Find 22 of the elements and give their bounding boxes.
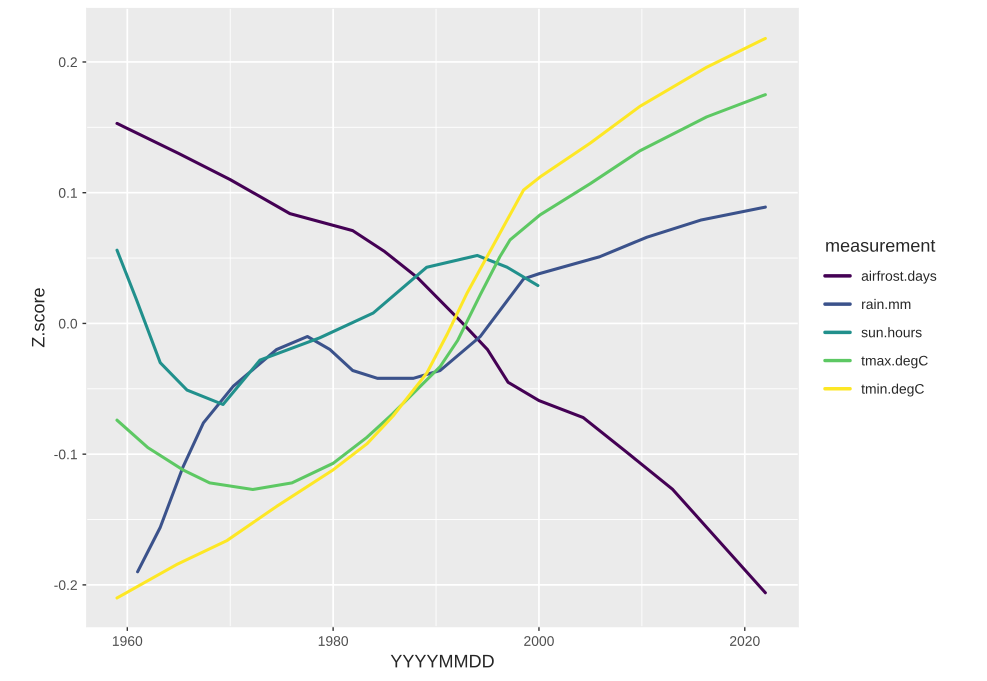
- legend-label: rain.mm: [862, 298, 910, 310]
- y-tick-label: 0.1: [58, 188, 77, 198]
- line-series: [136, 206, 767, 574]
- x-tick-label: 2000: [524, 636, 554, 646]
- line-series: [115, 93, 767, 491]
- legend-title: measurement: [826, 240, 936, 252]
- legend-label: sun.hours: [862, 327, 922, 338]
- legend-label: tmax.degC: [861, 355, 928, 368]
- y-tick-label: -0.2: [54, 580, 77, 590]
- y-tick-label: -0.1: [54, 449, 77, 460]
- line-series: [115, 36, 767, 600]
- line-series: [115, 122, 767, 594]
- line-series: [115, 248, 540, 406]
- y-tick-label: 0.0: [58, 318, 78, 329]
- x-axis-title: YYYYMMDD: [390, 654, 494, 668]
- y-tick-label: 0.2: [58, 57, 77, 68]
- x-tick-label: 1960: [112, 636, 142, 646]
- x-tick-label: 1980: [318, 636, 348, 646]
- y-axis-title: Z.score: [32, 288, 45, 348]
- legend-label: tmin.degC: [861, 384, 924, 397]
- x-tick-label: 2020: [730, 636, 760, 646]
- legend-label: airfrost.days: [862, 270, 936, 284]
